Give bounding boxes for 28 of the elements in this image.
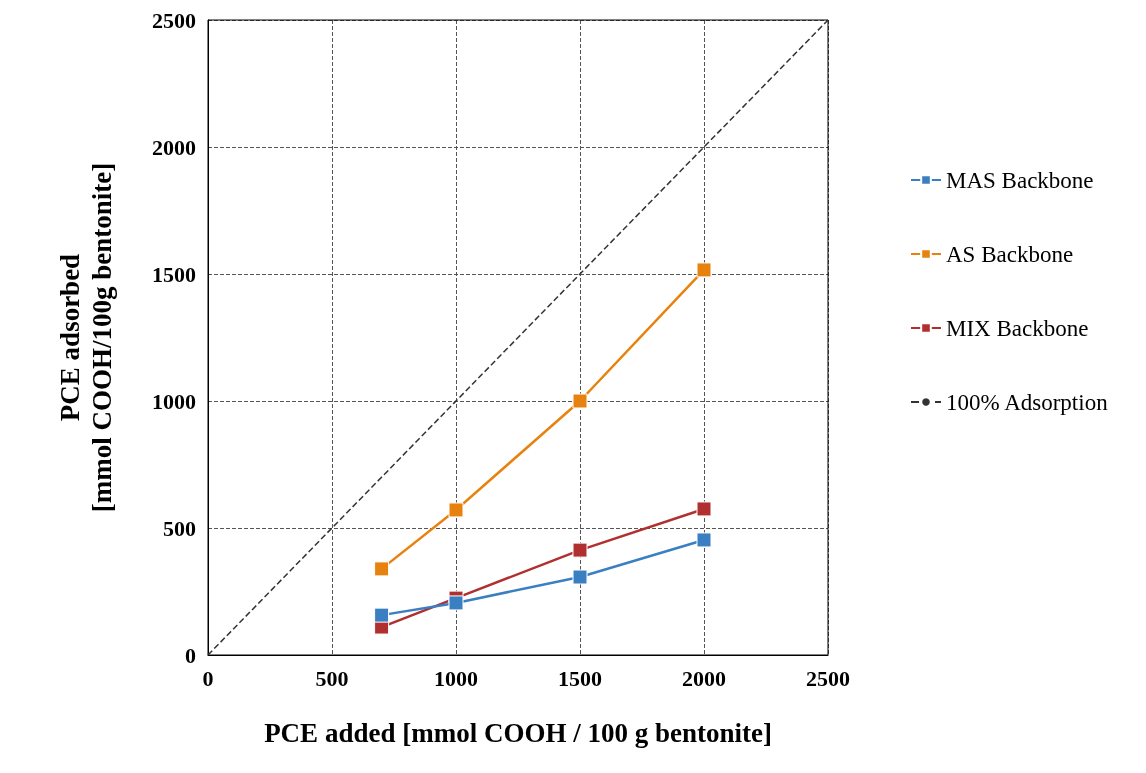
x-tick-label: 1000 <box>434 665 478 691</box>
x-tick-label: 2000 <box>682 665 726 691</box>
point <box>448 595 464 611</box>
x-tick-label: 1500 <box>558 665 602 691</box>
point <box>696 532 712 548</box>
legend-label: AS Backbone <box>946 241 1074 267</box>
x-tick-label: 2500 <box>806 665 850 691</box>
x-tick-label: 0 <box>202 665 214 691</box>
point <box>374 607 390 623</box>
point <box>696 262 712 278</box>
point <box>572 569 588 585</box>
legend-label: MAS Backbone <box>946 167 1094 193</box>
point <box>374 561 390 577</box>
point <box>696 501 712 517</box>
y-tick-label: 2000 <box>152 134 196 160</box>
point <box>448 502 464 518</box>
legend-label: 100% Adsorption <box>946 389 1109 415</box>
x-tick-label: 500 <box>315 665 349 691</box>
y-axis-title: PCE adsorbed [mmol COOH/100g bentonite] <box>55 162 117 513</box>
legend-label: MIX Backbone <box>946 315 1089 341</box>
y-tick-label: 0 <box>185 642 196 668</box>
y-tick-label: 1500 <box>152 261 196 287</box>
y-tick-label: 2500 <box>152 7 196 33</box>
x-axis-title: PCE added [mmol COOH / 100 g bentonite] <box>264 718 772 748</box>
y-tick-label: 1000 <box>152 388 196 414</box>
y-tick-label: 500 <box>163 515 196 541</box>
point <box>572 393 588 409</box>
point <box>572 542 588 558</box>
